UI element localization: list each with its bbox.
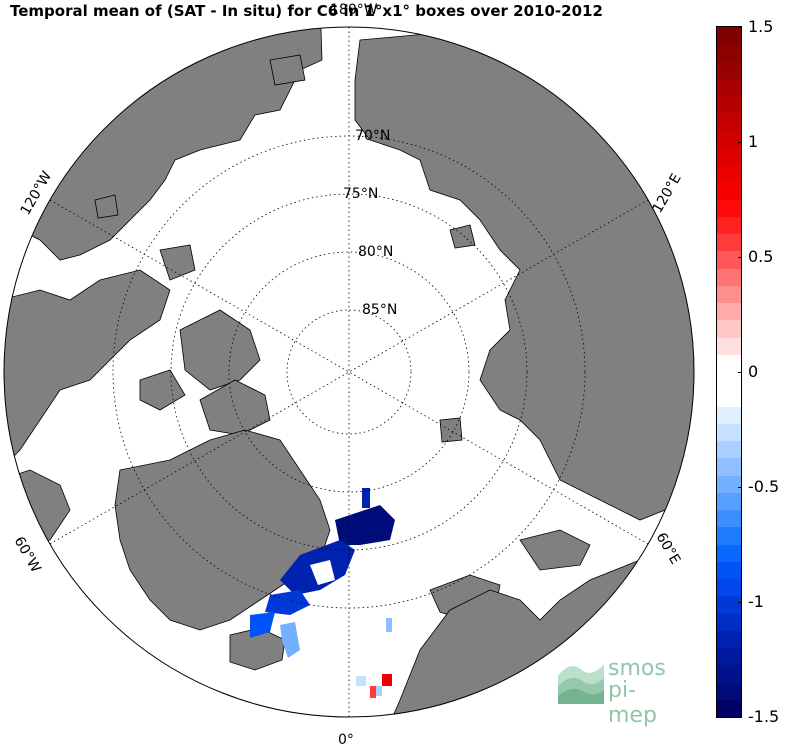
logo-waves-icon [558, 664, 604, 704]
colorbar-segment [717, 441, 741, 459]
colorbar-tick-label: 0.5 [748, 247, 774, 266]
data-boxes [250, 488, 395, 698]
logo-text-smos: smos [608, 656, 666, 681]
colorbar-tick-label: 1 [748, 132, 759, 151]
logo-text-pi-mep: pi-mep [608, 678, 657, 728]
colorbar-segment [717, 372, 741, 390]
lon-label-lower-left: 60°W [11, 534, 44, 576]
lat-label-70: 70°N [355, 128, 390, 144]
colorbar-segment [717, 682, 741, 700]
colorbar-segment [717, 216, 741, 234]
colorbar-segment [717, 165, 741, 183]
colorbar-tick-label: 0 [748, 362, 759, 381]
colorbar-segment [717, 337, 741, 355]
colorbar-tick-mark [738, 27, 742, 28]
lat-label-85: 85°N [362, 302, 397, 318]
colorbar-segment [717, 251, 741, 269]
lon-label-upper-right: 120°E [650, 171, 685, 216]
colorbar-segment [717, 579, 741, 597]
map-boundary [3, 26, 695, 718]
colorbar-tick-label: 1.5 [748, 17, 774, 36]
colorbar-tick-mark [738, 142, 742, 143]
colorbar-segment [717, 527, 741, 545]
colorbar-segment [717, 475, 741, 493]
colorbar-segment [717, 492, 741, 510]
colorbar-segment [717, 613, 741, 631]
colorbar-segment [717, 648, 741, 666]
colorbar-segment [717, 303, 741, 321]
colorbar-segment [717, 630, 741, 648]
colorbar-tick-mark [738, 487, 742, 488]
lon-label-lower-right: 60°E [653, 530, 684, 567]
colorbar-segment [717, 354, 741, 372]
graticule [49, 27, 649, 717]
colorbar-segment [717, 699, 741, 717]
colorbar-tick-mark [738, 372, 742, 373]
colorbar-segment [717, 423, 741, 441]
colorbar-segment [717, 27, 741, 45]
colorbar-segment [717, 665, 741, 683]
colorbar-segment [717, 389, 741, 407]
colorbar-segment [717, 458, 741, 476]
colorbar-segment [717, 182, 741, 200]
colorbar-segment [717, 285, 741, 303]
colorbar-segment [717, 596, 741, 614]
colorbar-segment [717, 96, 741, 114]
colorbar-tick-label: -0.5 [748, 477, 780, 496]
colorbar-segment [717, 510, 741, 528]
colorbar-segment [717, 268, 741, 286]
colorbar-segment [717, 44, 741, 62]
lon-label-top: 180°W [330, 2, 378, 18]
colorbar-segment [717, 234, 741, 252]
lon-label-bottom: 0° [338, 732, 354, 746]
colorbar-tick-label: -1.5 [748, 707, 780, 726]
colorbar-segment [717, 113, 741, 131]
colorbar-segment [717, 130, 741, 148]
colorbar-tick-mark [738, 602, 742, 603]
lat-label-80: 80°N [358, 244, 393, 260]
colorbar-segment [717, 544, 741, 562]
colorbar-segment [717, 78, 741, 96]
lat-label-75: 75°N [343, 186, 378, 202]
colorbar-tick-mark [738, 717, 742, 718]
colorbar-segment [717, 61, 741, 79]
colorbar [716, 26, 742, 718]
colorbar-segment [717, 406, 741, 424]
colorbar-tick-mark [738, 257, 742, 258]
colorbar-segment [717, 320, 741, 338]
colorbar-segment [717, 199, 741, 217]
land-masses [4, 27, 694, 717]
smos-pi-mep-logo: smos pi-mep [556, 656, 676, 728]
map-title: Temporal mean of (SAT - In situ) for C6 … [10, 2, 603, 20]
colorbar-segment [717, 561, 741, 579]
colorbar-tick-label: -1 [748, 592, 764, 611]
colorbar-segment [717, 147, 741, 165]
